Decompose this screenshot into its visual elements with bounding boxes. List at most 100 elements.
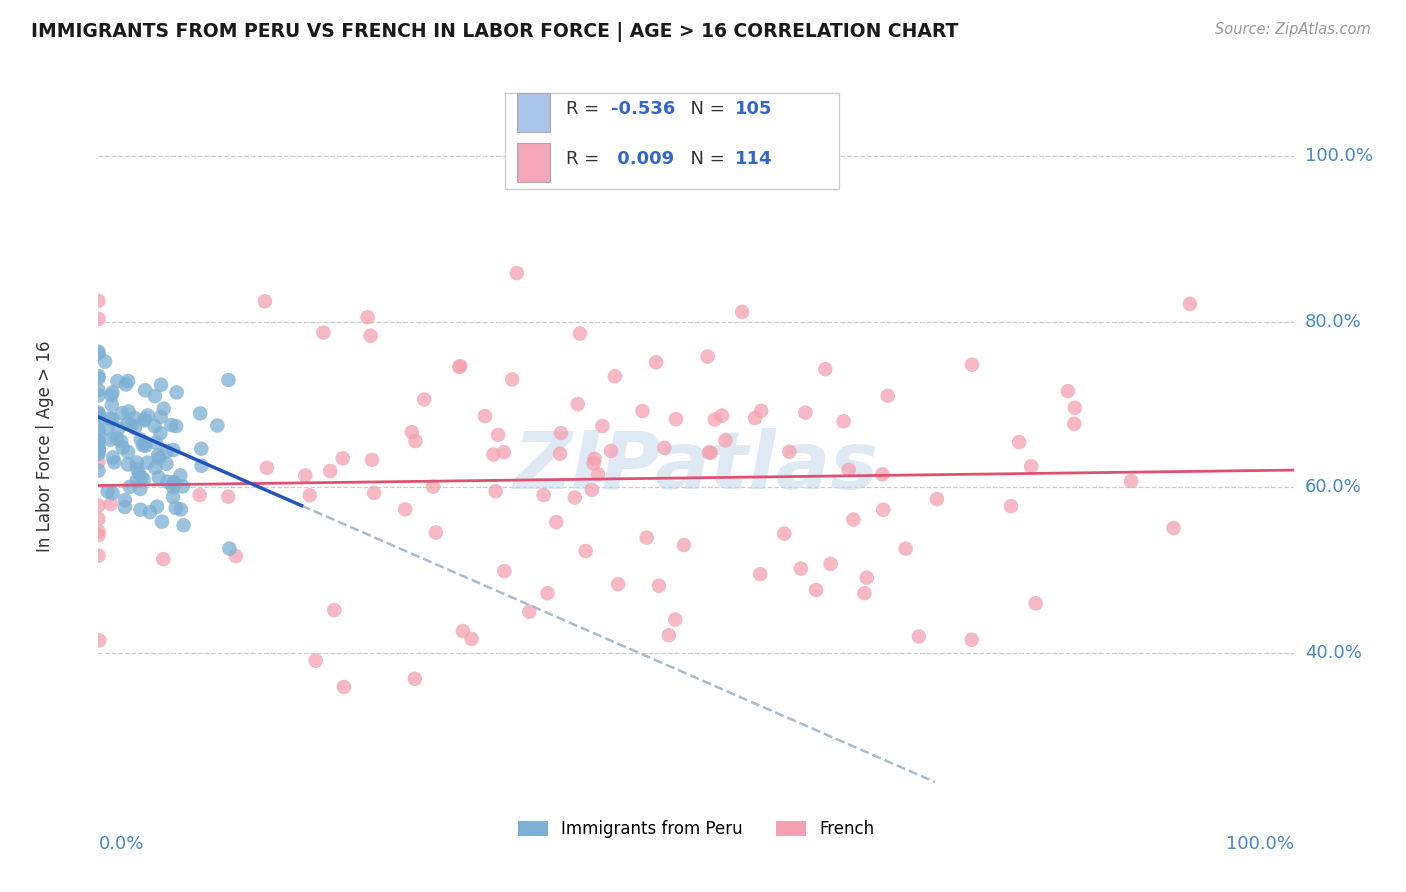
- Point: [87, 440, 110, 454]
- Point: [333, 680, 356, 694]
- Point: [101, 398, 124, 412]
- Text: ZIPatlas: ZIPatlas: [513, 428, 879, 507]
- Point: [1063, 401, 1085, 415]
- Point: [166, 385, 188, 400]
- Point: [568, 326, 591, 341]
- Point: [111, 406, 134, 420]
- Point: [794, 406, 817, 420]
- Point: [425, 525, 447, 540]
- Point: [413, 392, 436, 407]
- Point: [804, 582, 827, 597]
- Point: [894, 541, 917, 556]
- Point: [155, 457, 177, 471]
- Point: [575, 544, 598, 558]
- Point: [139, 505, 162, 519]
- Point: [143, 418, 166, 433]
- Point: [150, 377, 173, 392]
- Point: [582, 457, 605, 471]
- Point: [664, 613, 686, 627]
- Point: [820, 557, 842, 571]
- Point: [87, 311, 110, 326]
- Point: [1178, 297, 1201, 311]
- Point: [87, 445, 110, 459]
- Point: [218, 541, 240, 556]
- Point: [654, 441, 676, 455]
- Point: [87, 524, 110, 539]
- Text: N =: N =: [679, 150, 731, 168]
- Bar: [517, 143, 550, 182]
- Point: [960, 358, 983, 372]
- Point: [117, 374, 139, 388]
- Point: [103, 455, 125, 469]
- Point: [87, 369, 110, 384]
- Point: [134, 384, 156, 398]
- Point: [148, 448, 170, 462]
- Text: 114: 114: [735, 150, 773, 168]
- Point: [162, 480, 184, 494]
- Point: [665, 412, 688, 426]
- Point: [170, 502, 193, 516]
- Point: [550, 426, 572, 441]
- Point: [876, 389, 898, 403]
- Point: [134, 435, 156, 450]
- Legend: Immigrants from Peru, French: Immigrants from Peru, French: [510, 814, 882, 845]
- Point: [648, 579, 671, 593]
- Point: [814, 362, 837, 376]
- Point: [474, 409, 496, 423]
- Point: [87, 425, 110, 440]
- Text: 40.0%: 40.0%: [1305, 644, 1361, 663]
- Point: [533, 488, 555, 502]
- Point: [699, 445, 721, 459]
- Point: [132, 473, 155, 487]
- Point: [838, 463, 860, 477]
- Point: [101, 486, 124, 500]
- Point: [87, 464, 110, 478]
- Point: [658, 628, 681, 642]
- Point: [256, 460, 278, 475]
- Point: [152, 552, 174, 566]
- Point: [188, 406, 211, 420]
- Point: [136, 456, 159, 470]
- Point: [87, 455, 110, 469]
- Point: [165, 500, 187, 515]
- Point: [908, 630, 931, 644]
- Point: [872, 502, 894, 516]
- Point: [131, 470, 153, 484]
- Point: [87, 434, 110, 448]
- Point: [422, 480, 444, 494]
- Point: [631, 404, 654, 418]
- Point: [163, 475, 186, 490]
- Point: [124, 411, 146, 425]
- Point: [152, 401, 174, 416]
- Point: [744, 411, 766, 425]
- Text: IMMIGRANTS FROM PERU VS FRENCH IN LABOR FORCE | AGE > 16 CORRELATION CHART: IMMIGRANTS FROM PERU VS FRENCH IN LABOR …: [31, 22, 959, 42]
- Point: [790, 561, 813, 575]
- Point: [101, 450, 124, 465]
- Point: [87, 499, 110, 513]
- Point: [298, 488, 321, 502]
- Point: [94, 354, 117, 368]
- Point: [96, 421, 118, 435]
- Point: [451, 624, 474, 638]
- Point: [143, 389, 166, 403]
- Text: 80.0%: 80.0%: [1305, 312, 1361, 331]
- Point: [581, 483, 603, 497]
- Point: [97, 484, 120, 499]
- Point: [114, 493, 136, 508]
- Point: [360, 328, 382, 343]
- Point: [449, 359, 471, 373]
- Point: [145, 435, 167, 450]
- Text: R =: R =: [565, 100, 605, 118]
- Point: [872, 467, 894, 482]
- Text: -0.536: -0.536: [612, 100, 675, 118]
- Point: [87, 407, 110, 421]
- Point: [169, 468, 191, 483]
- Point: [143, 460, 166, 475]
- Point: [1063, 417, 1085, 431]
- Point: [586, 467, 609, 482]
- Point: [294, 468, 316, 483]
- Point: [87, 434, 110, 449]
- Point: [148, 451, 170, 466]
- Point: [129, 502, 152, 516]
- Point: [173, 518, 195, 533]
